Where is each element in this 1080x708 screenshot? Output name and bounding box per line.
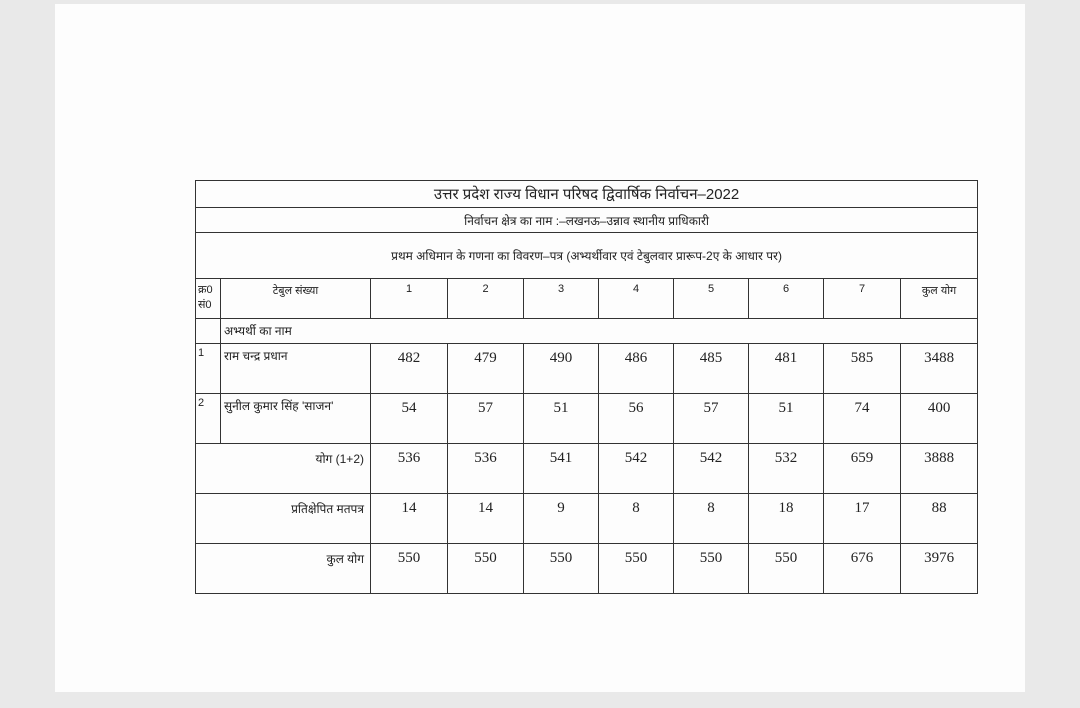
row-label: प्रतिक्षेपित मतपत्र <box>195 493 371 544</box>
total-cell: 3488 <box>899 343 979 394</box>
sum-row: योग (1+2) 536 536 541 542 542 532 659 38… <box>195 443 979 494</box>
vote-cell: 57 <box>673 393 749 444</box>
total-cell: 88 <box>899 493 979 544</box>
candidate-row: 2 सुनील कुमार सिंह 'साजन' 54 57 51 56 57… <box>195 393 979 444</box>
vote-cell: 56 <box>598 393 674 444</box>
vote-cell: 479 <box>447 343 524 394</box>
header-row: क्र0 सं0 टेबुल संख्या 1 2 3 4 5 6 7 कुल … <box>195 278 979 319</box>
vote-cell: 74 <box>823 393 901 444</box>
vote-cell: 14 <box>370 493 448 544</box>
candidate-name-label: अभ्यर्थी का नाम <box>219 318 979 344</box>
vote-cell: 550 <box>748 543 824 594</box>
vote-cell: 585 <box>823 343 901 394</box>
total-cell: 3976 <box>899 543 979 594</box>
vote-cell: 490 <box>523 343 599 394</box>
candidate-name: राम चन्द्र प्रधान <box>220 343 371 394</box>
vote-cell: 57 <box>447 393 524 444</box>
candidate-row: 1 राम चन्द्र प्रधान 482 479 490 486 485 … <box>195 343 979 394</box>
vote-count-table: उत्तर प्रदेश राज्य विधान परिषद द्विवार्ष… <box>194 180 979 594</box>
sheet-description: प्रथम अधिमान के गणना का विवरण–पत्र (अभ्य… <box>194 232 979 279</box>
table-2-header: 2 <box>447 278 524 319</box>
vote-cell: 486 <box>598 343 674 394</box>
grand-total-row: कुल योग 550 550 550 550 550 550 676 3976 <box>195 543 979 594</box>
vote-cell: 536 <box>370 443 448 494</box>
serial-cell: 2 <box>195 393 221 444</box>
vote-cell: 550 <box>370 543 448 594</box>
total-header: कुल योग <box>899 278 979 319</box>
vote-cell: 51 <box>523 393 599 444</box>
serial-header: क्र0 सं0 <box>195 278 221 319</box>
table-1-header: 1 <box>370 278 448 319</box>
vote-cell: 51 <box>748 393 824 444</box>
row-label: योग (1+2) <box>195 443 371 494</box>
vote-cell: 14 <box>447 493 524 544</box>
table-5-header: 5 <box>673 278 749 319</box>
table-number-header: टेबुल संख्या <box>220 278 371 319</box>
vote-cell: 541 <box>523 443 599 494</box>
vote-cell: 17 <box>823 493 901 544</box>
row-label: कुल योग <box>195 543 371 594</box>
constituency-name: निर्वाचन क्षेत्र का नाम :–लखनऊ–उन्नाव स्… <box>194 207 979 233</box>
vote-cell: 481 <box>748 343 824 394</box>
table-3-header: 3 <box>523 278 599 319</box>
vote-cell: 532 <box>748 443 824 494</box>
vote-cell: 536 <box>447 443 524 494</box>
vote-cell: 9 <box>523 493 599 544</box>
vote-cell: 659 <box>823 443 901 494</box>
table-6-header: 6 <box>748 278 824 319</box>
vote-cell: 482 <box>370 343 448 394</box>
vote-cell: 550 <box>447 543 524 594</box>
total-cell: 3888 <box>899 443 979 494</box>
vote-cell: 542 <box>673 443 749 494</box>
table-7-header: 7 <box>823 278 901 319</box>
candidate-name: सुनील कुमार सिंह 'साजन' <box>220 393 371 444</box>
serial-cell: 1 <box>195 343 221 394</box>
vote-cell: 8 <box>673 493 749 544</box>
vote-cell: 550 <box>523 543 599 594</box>
vote-cell: 18 <box>748 493 824 544</box>
table-4-header: 4 <box>598 278 674 319</box>
vote-cell: 542 <box>598 443 674 494</box>
vote-cell: 550 <box>598 543 674 594</box>
vote-cell: 54 <box>370 393 448 444</box>
vote-cell: 550 <box>673 543 749 594</box>
rejected-ballots-row: प्रतिक्षेपित मतपत्र 14 14 9 8 8 18 17 88 <box>195 493 979 544</box>
document-title: उत्तर प्रदेश राज्य विधान परिषद द्विवार्ष… <box>194 180 979 208</box>
vote-cell: 485 <box>673 343 749 394</box>
vote-cell: 8 <box>598 493 674 544</box>
vote-cell: 676 <box>823 543 901 594</box>
total-cell: 400 <box>899 393 979 444</box>
